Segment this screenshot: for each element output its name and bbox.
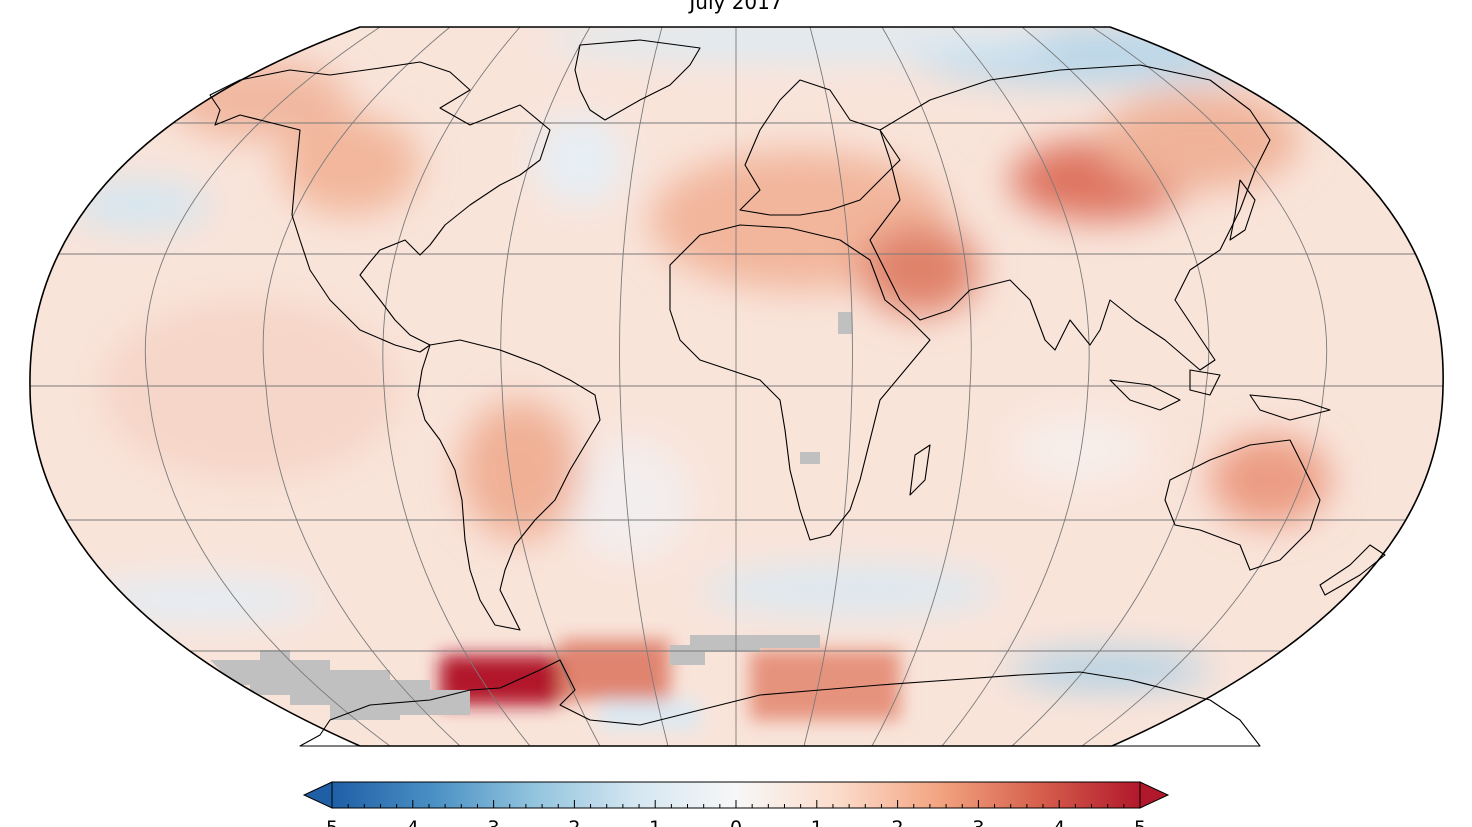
- anomaly-patch-queen-maud: [600, 700, 700, 730]
- missing-data-chad: [838, 312, 852, 334]
- graticule-lon-e30: [803, 27, 853, 746]
- coastline-north-america: [209, 61, 551, 353]
- colorbar-extend-max: [1139, 781, 1170, 809]
- coastline-madagascar: [909, 444, 931, 496]
- colorbar-tick-label: 4: [1053, 817, 1065, 827]
- graticule: [29, 27, 1444, 746]
- anomaly-patch-weddell-warm: [560, 640, 670, 700]
- anomaly-patch-ross-cool: [1010, 652, 1210, 688]
- colorbar-extend-min: [302, 781, 333, 809]
- graticule-lon-w60: [500, 27, 601, 746]
- colorbar-tick-label: 5: [326, 817, 338, 827]
- coastline-south-america: [417, 339, 601, 631]
- coastline-asia: [869, 64, 1271, 371]
- world-anomaly-map: [29, 26, 1444, 747]
- anomaly-patch-tropical-pacific: [100, 300, 400, 480]
- anomaly-patch-satl-cool: [570, 440, 690, 560]
- coastline-europe: [739, 79, 901, 216]
- anomaly-patch-arabia-hot: [860, 225, 980, 315]
- missing-data-weddell: [670, 635, 820, 665]
- anomaly-patch-na-warm: [280, 115, 420, 215]
- colorbar-tick-label: 5: [1134, 817, 1146, 827]
- graticule-lon-w30: [619, 27, 669, 746]
- colorbar-ticks: [331, 800, 1141, 808]
- graticule-lon-w150: [144, 27, 391, 746]
- graticule-lon-e90: [941, 27, 1090, 746]
- missing-data-angola: [800, 452, 820, 464]
- colorbar-tick-label: 1: [649, 817, 661, 827]
- colorbar-tick-labels: 5 4 3 2 1 0 1 2 3 4 5: [326, 817, 1146, 827]
- colorbar-tick-label: 3: [488, 817, 500, 827]
- anomaly-patch-pacific-cool: [70, 180, 210, 230]
- graticule-lon-w120: [262, 27, 461, 746]
- coastline-greenland: [574, 39, 701, 121]
- coastline-antarctica: [299, 659, 1261, 747]
- coastline-japan: [1229, 179, 1256, 241]
- map-title: July 2017: [689, 0, 783, 14]
- anomaly-patch-indian-cool: [1010, 415, 1150, 485]
- colorbar-tick-label: 3: [972, 817, 984, 827]
- coastline-africa: [669, 224, 931, 541]
- graticule-lon-e120: [1011, 27, 1210, 746]
- colorbar-tick-label: 4: [407, 817, 419, 827]
- colorbar-tick-label: 0: [730, 817, 742, 827]
- graticule-lon-w90: [382, 27, 531, 746]
- anomaly-patch-arctic-lightblue: [540, 27, 1060, 60]
- coastline-indonesia: [1109, 369, 1331, 421]
- colorbar-tick-label: 1: [811, 817, 823, 827]
- colorbar-tick-label: 2: [892, 817, 904, 827]
- colorbar-tick-label: 2: [568, 817, 580, 827]
- map-outline: [29, 26, 1444, 747]
- anomaly-patch-southern-cool: [700, 565, 1000, 615]
- coastline-new-zealand: [1319, 544, 1386, 596]
- graticule-lon-e150: [1081, 27, 1328, 746]
- graticule-lon-e60: [871, 27, 972, 746]
- anomaly-patch-australia-warm: [1210, 435, 1330, 525]
- anomaly-patch-natl-cool: [535, 115, 625, 205]
- coastlines: [209, 39, 1386, 747]
- coastline-australia: [1164, 439, 1321, 571]
